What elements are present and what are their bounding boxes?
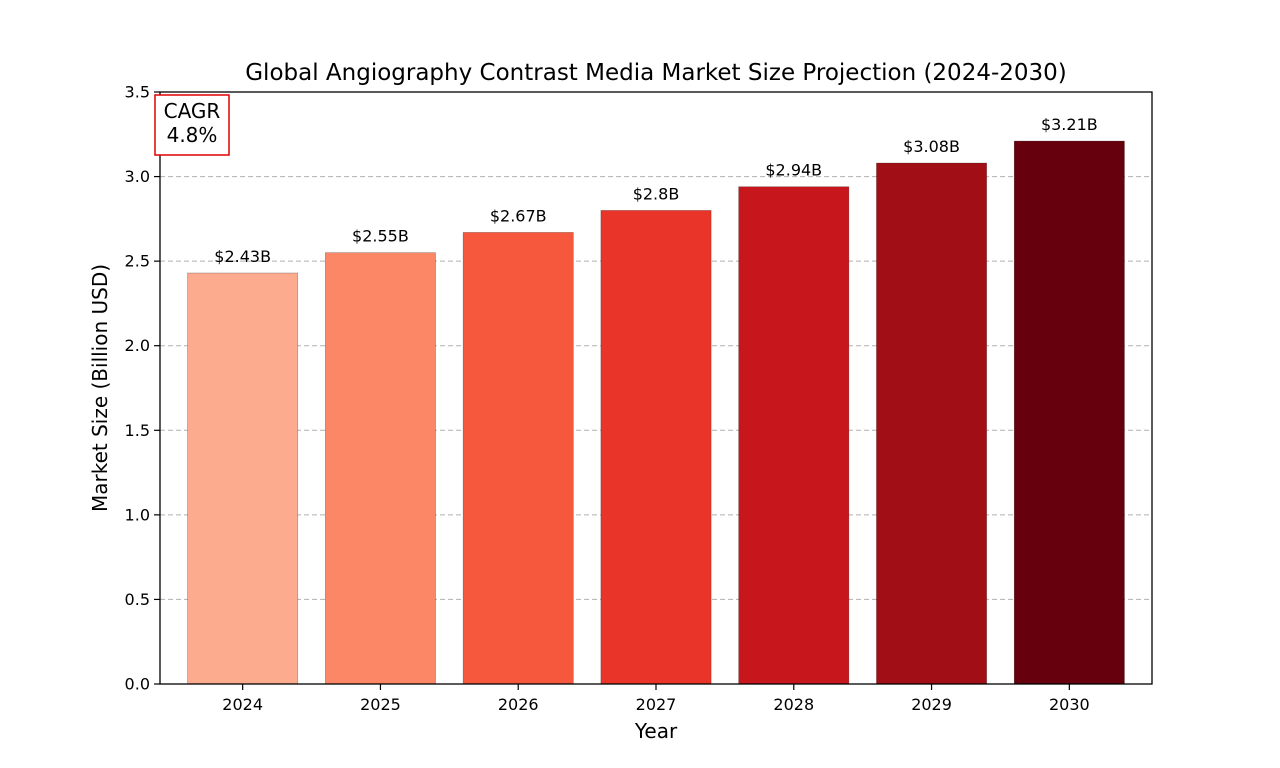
bar-value-label: $3.21B [1041, 115, 1098, 134]
y-tick-label: 2.5 [125, 252, 150, 271]
bar-2029 [876, 162, 987, 685]
cagr-annotation: CAGR 4.8% [154, 94, 230, 156]
y-tick-label: 1.0 [125, 505, 150, 524]
bar-2027 [600, 210, 712, 685]
x-tick-label: 2024 [222, 695, 263, 714]
x-axis-ticks: 2024 2025 2026 2027 2028 2029 2030 [222, 684, 1090, 714]
bar-value-labels: $2.43B $2.55B $2.67B $2.8B $2.94B $3.08B $3.21… [214, 115, 1097, 266]
bar-value-label: $3.08B [903, 137, 960, 156]
x-tick-label: 2029 [911, 695, 952, 714]
bar-2024 [187, 272, 299, 685]
bar-2030 [1013, 140, 1125, 685]
x-tick-label: 2028 [773, 695, 814, 714]
bar-2025 [325, 252, 436, 685]
y-axis-ticks: 0.0 0.5 1.0 1.5 2.0 2.5 3.0 3.5 [125, 83, 160, 694]
bars [187, 140, 1125, 685]
cagr-value: 4.8% [167, 123, 218, 147]
x-tick-label: 2027 [636, 695, 677, 714]
x-tick-label: 2026 [498, 695, 539, 714]
y-tick-label: 1.5 [125, 421, 150, 440]
bar-value-label: $2.8B [633, 184, 680, 203]
y-tick-label: 2.0 [125, 336, 150, 355]
y-tick-label: 3.0 [125, 167, 150, 186]
bar-value-label: $2.55B [352, 227, 409, 246]
cagr-label: CAGR [164, 99, 221, 123]
bar-2028 [738, 186, 850, 685]
y-tick-label: 0.5 [125, 590, 150, 609]
x-tick-label: 2030 [1049, 695, 1090, 714]
y-tick-label: 0.0 [125, 675, 150, 694]
cagr-box [154, 94, 230, 156]
y-axis-title: Market Size (Billion USD) [88, 264, 112, 512]
y-tick-label: 3.5 [125, 83, 150, 102]
x-tick-label: 2025 [360, 695, 401, 714]
x-axis-title: Year [634, 719, 678, 743]
bar-value-label: $2.43B [214, 247, 271, 266]
bar-value-label: $2.67B [490, 206, 547, 225]
bar-2026 [462, 232, 574, 685]
bar-value-label: $2.94B [765, 161, 822, 180]
chart-title: Global Angiography Contrast Media Market… [245, 60, 1067, 86]
